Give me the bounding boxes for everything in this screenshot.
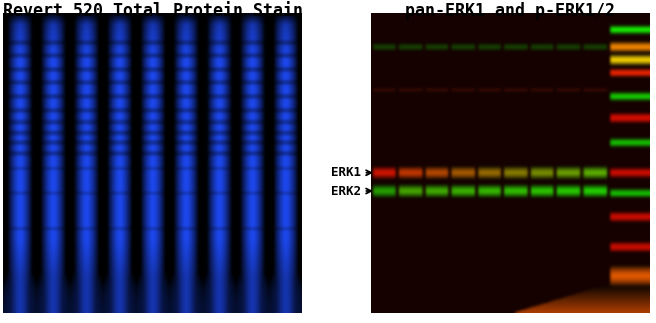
Text: ERK1: ERK1 — [331, 166, 371, 179]
Text: Revert 520 Total Protein Stain: Revert 520 Total Protein Stain — [3, 2, 302, 20]
Text: pan-ERK1 and p-ERK1/2: pan-ERK1 and p-ERK1/2 — [405, 2, 615, 20]
Text: ERK2: ERK2 — [331, 184, 371, 197]
